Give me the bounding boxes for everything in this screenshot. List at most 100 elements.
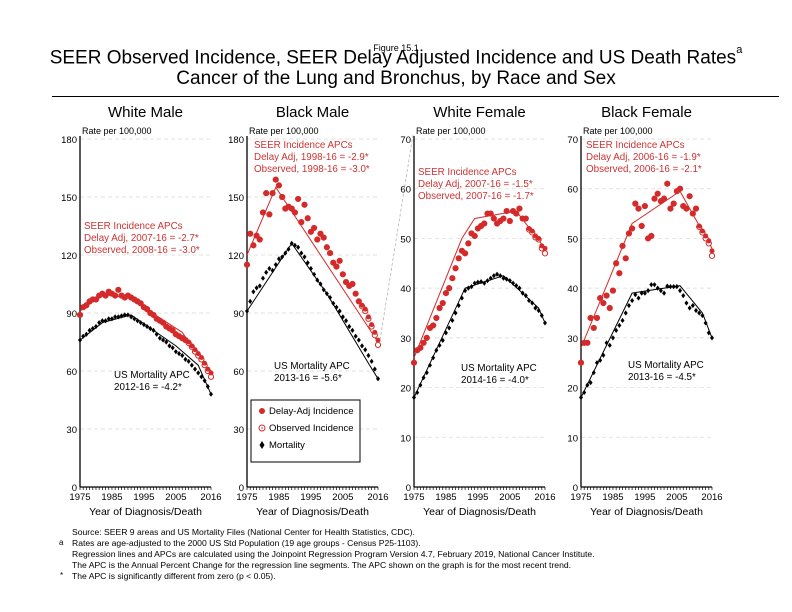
mortality-point <box>633 292 638 298</box>
delay-adj-incidence-point <box>273 177 279 183</box>
delay-adj-incidence-point <box>699 228 705 234</box>
mortality-point <box>283 250 288 256</box>
delay-adj-incidence-point <box>677 186 683 192</box>
delay-adj-incidence-point <box>195 351 201 357</box>
mortality-point <box>350 327 355 333</box>
mortality-point <box>193 366 198 372</box>
mortality-point <box>308 265 313 272</box>
mortality-point <box>270 267 275 274</box>
delay-adj-incidence-point <box>270 190 276 196</box>
delay-adj-incidence-point <box>706 238 712 244</box>
y-tick-label: 150 <box>61 193 77 204</box>
delay-adj-incidence-point <box>472 233 478 239</box>
delay-adj-incidence-point <box>330 260 336 266</box>
delay-adj-incidence-point <box>103 293 109 299</box>
incidence-apc-annotation: SEER Incidence APCs <box>418 167 517 178</box>
mortality-point <box>511 280 516 286</box>
delay-adj-incidence-point <box>610 288 616 294</box>
footnote-mark: a <box>59 538 64 547</box>
y-tick-label: 150 <box>228 193 244 204</box>
delay-adj-incidence-point <box>349 281 355 287</box>
y-tick-label: 40 <box>400 284 411 295</box>
mortality-point <box>620 317 625 324</box>
y-axis-label: Rate per 100,000 <box>249 126 319 136</box>
mortality-point <box>475 279 480 285</box>
mortality-point <box>617 322 622 329</box>
delay-adj-incidence-point <box>437 305 443 311</box>
mortality-point <box>533 305 538 311</box>
mortality-point <box>591 370 596 376</box>
mortality-point <box>687 305 692 311</box>
mortality-point <box>472 280 477 286</box>
delay-adj-incidence-point <box>138 300 144 306</box>
mortality-point <box>684 300 689 306</box>
figure-label: Figure 15.1 <box>373 43 419 53</box>
mortality-point <box>154 331 159 337</box>
y-tick-label: 30 <box>567 334 578 345</box>
delay-adj-incidence-point <box>369 322 375 328</box>
delay-adj-incidence-point <box>324 244 330 250</box>
mortality-point <box>289 240 294 246</box>
delay-adj-incidence-point <box>317 231 323 237</box>
mortality-point <box>209 391 213 397</box>
mortality-point <box>536 307 541 314</box>
mortality-point <box>507 278 512 284</box>
mortality-point <box>299 250 304 256</box>
incidence-trend-line <box>246 186 379 343</box>
delay-adj-incidence-point <box>703 233 709 239</box>
footnote-significance: The APC is significantly different from … <box>72 571 276 581</box>
y-tick-label: 30 <box>66 425 77 436</box>
delay-adj-incidence-point <box>696 223 702 229</box>
delay-adj-incidence-point <box>639 223 645 229</box>
x-axis-label: Year of Diagnosis/Death <box>590 506 703 518</box>
delay-adj-incidence-point <box>372 329 378 335</box>
mortality-apc-annotation: US Mortality APC <box>274 361 350 372</box>
delay-adj-incidence-point <box>651 196 657 202</box>
delay-adj-incidence-point <box>507 218 513 224</box>
filled-circle-icon <box>259 408 265 414</box>
mortality-point <box>479 279 484 285</box>
mortality-point <box>167 343 172 349</box>
y-tick-label: 90 <box>233 309 244 320</box>
incidence-apc-annotation: Observed, 2008-16 = -3.0* <box>84 245 200 256</box>
mortality-point <box>356 337 361 343</box>
mortality-point <box>273 262 278 268</box>
panel-black-male: Black Male Rate per 100,000 0 30 60 90 120 150 1… <box>228 104 388 518</box>
delay-adj-incidence-point <box>504 208 510 214</box>
mortality-point <box>523 293 528 299</box>
mortality-point <box>614 327 619 333</box>
mortality-point <box>125 312 130 318</box>
mortality-point <box>517 285 522 291</box>
delay-adj-incidence-point <box>247 231 253 237</box>
delay-adj-incidence-point <box>671 201 677 207</box>
y-tick-label: 180 <box>228 135 244 146</box>
delay-adj-incidence-point <box>112 293 118 299</box>
x-tick-label: 2016 <box>200 492 221 503</box>
y-tick-label: 70 <box>567 135 578 146</box>
panel-title: Black Female <box>601 104 692 121</box>
mortality-point <box>189 362 194 368</box>
mortality-point <box>116 314 121 320</box>
x-tick-label: 1975 <box>570 492 591 503</box>
mortality-point <box>639 290 644 296</box>
delay-adj-incidence-point <box>189 343 195 349</box>
delay-adj-incidence-point <box>208 370 214 376</box>
delay-adj-incidence-point <box>295 196 301 202</box>
mortality-point <box>180 352 185 359</box>
mortality-point <box>690 302 695 309</box>
delay-adj-incidence-point <box>359 302 365 308</box>
y-tick-label: 0 <box>406 483 411 494</box>
y-tick-label: 30 <box>233 425 244 436</box>
delay-adj-incidence-point <box>205 366 211 372</box>
mortality-point <box>87 327 92 333</box>
y-axis-label: Rate per 100,000 <box>416 126 486 136</box>
mortality-point <box>366 352 371 359</box>
delay-adj-incidence-point <box>244 262 250 268</box>
delay-adj-incidence-point <box>516 206 522 212</box>
mortality-point <box>456 302 461 309</box>
delay-adj-incidence-point <box>500 216 506 222</box>
mortality-apc-annotation: US Mortality APC <box>461 363 537 374</box>
mortality-point <box>466 285 471 291</box>
mortality-point <box>148 325 153 332</box>
